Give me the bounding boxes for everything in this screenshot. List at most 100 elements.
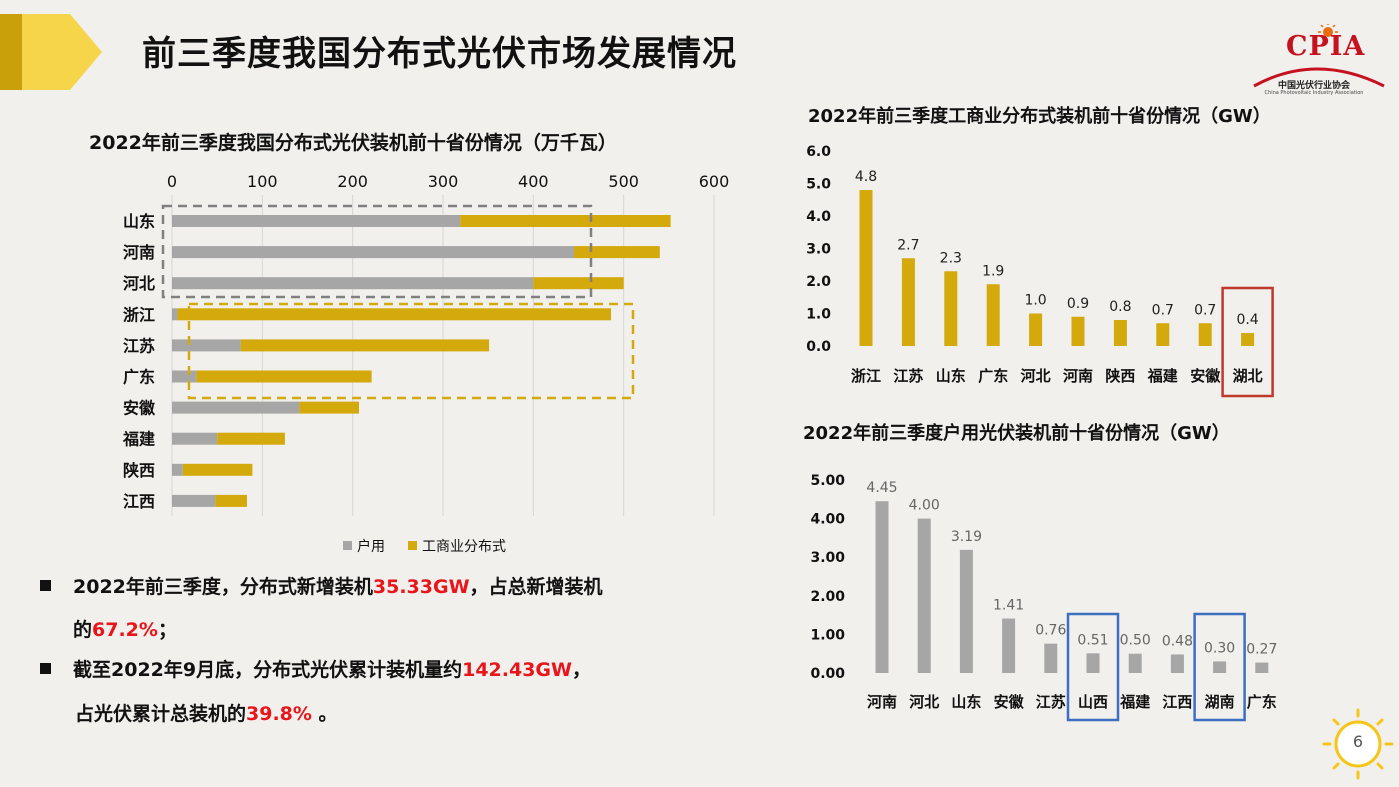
x-tick-label: 福建 [1119,693,1151,711]
x-tick-label: 500 [608,172,639,191]
bullet-segment: 2022年前三季度，分布式新增装机 [73,576,373,598]
bar-commercial [460,215,671,227]
y-tick-label: 5.00 [810,473,845,489]
bar [1170,654,1184,673]
bar-household [172,494,216,507]
highlight-number: 67.2% [92,619,158,641]
highlight-number: 35.33GW [372,576,470,598]
data-label: 0.4 [1236,312,1258,328]
x-tick-label: 200 [337,172,368,191]
y-tick-label: 江西 [123,492,155,511]
y-tick-label: 5.0 [806,177,831,193]
x-tick-label: 福建 [1147,367,1179,385]
title-accent-tab [0,14,102,90]
highlight-box [1066,612,1120,722]
y-tick-label: 3.0 [806,242,831,258]
data-label: 0.9 [1067,296,1089,312]
bar [986,284,1000,346]
bullet-segment: 截至2022年9月底，分布式光伏累计装机量约 [73,659,463,681]
y-tick-label: 陕西 [123,461,155,480]
bar [1086,653,1100,673]
bullet-2-cont-text: 占光伏累计总装机的39.8% 。 [75,703,338,725]
bullet-segment: 。 [311,703,338,725]
bar [1128,653,1142,673]
x-tick-label: 山东 [936,367,966,385]
page-title: 前三季度我国分布式光伏市场发展情况 [142,34,737,74]
bar [1213,661,1227,673]
bar-household [172,215,461,227]
x-tick-label: 江苏 [1036,693,1066,711]
highlight-box-gray [161,204,593,299]
data-label: 0.30 [1204,640,1235,656]
bullet-segment: ， [571,659,591,681]
data-label: 1.9 [982,263,1004,279]
y-tick-label: 1.00 [810,627,845,643]
bar-household [172,308,178,321]
y-tick-label: 2.0 [806,274,831,290]
y-tick-label: 4.00 [810,512,845,528]
bar-commercial [533,277,624,290]
bar [944,271,958,346]
bar-commercial [215,494,247,507]
bullet-2: 截至2022年9月底，分布式光伏累计装机量约142.43GW， [40,650,591,690]
legend-swatch [408,541,417,550]
highlight-box-gold [187,302,635,400]
highlight-box [1221,286,1274,398]
bar [1198,323,1212,346]
y-tick-label: 0.0 [806,339,831,355]
bar [1113,320,1127,346]
y-tick-label: 4.0 [806,209,831,225]
x-tick-label: 0 [167,172,177,191]
y-tick-label: 浙江 [123,305,155,324]
highlight-number: 142.43GW [462,659,572,681]
x-tick-label: 江西 [1162,693,1192,711]
data-label: 2.3 [940,250,962,266]
hh-chart-title: 2022年前三季度户用光伏装机前十省份情况（GW） [803,423,1230,444]
bar-household [172,432,218,445]
x-tick-label: 浙江 [851,367,881,385]
y-tick-label: 山东 [123,212,155,231]
data-label: 0.7 [1194,302,1216,318]
bullet-square-icon [40,663,51,674]
bullet-1: 2022年前三季度，分布式新增装机35.33GW，占总新增装机 [40,567,603,607]
x-tick-label: 安徽 [994,693,1025,711]
data-label: 1.0 [1024,293,1046,309]
data-label: 4.8 [855,169,877,185]
bar-commercial [177,308,612,321]
bar-commercial [217,432,285,445]
data-label: 3.19 [951,529,982,545]
x-tick-label: 安徽 [1190,367,1221,385]
bar [1002,618,1016,673]
highlight-box [1193,612,1246,722]
bar [1029,313,1043,346]
x-tick-label: 江苏 [893,367,923,385]
bar [917,518,931,673]
x-tick-label: 湖北 [1233,367,1263,385]
page-number: 6 [1352,732,1364,751]
bar-household [172,463,183,476]
bullet-1-text: 2022年前三季度，分布式新增装机35.33GW，占总新增装机 [73,576,603,598]
y-tick-label: 安徽 [123,399,156,418]
x-tick-label: 河南 [867,693,897,711]
bullet-segment: 的 [73,619,93,641]
data-label: 0.8 [1109,299,1131,315]
data-label: 0.7 [1152,302,1174,318]
data-label: 0.51 [1077,632,1108,648]
bar [1255,662,1269,673]
x-tick-label: 100 [247,172,278,191]
highlight-number: 39.8% [246,703,312,725]
y-tick-label: 福建 [122,430,155,449]
data-label: 4.45 [866,480,897,496]
x-tick-label: 河北 [909,693,939,711]
bar-household [172,277,534,290]
bar-household [172,370,197,383]
legend-label: 工商业分布式 [422,539,506,555]
sun-page-badge [1322,708,1394,780]
bar-household [172,246,574,259]
x-tick-label: 300 [428,172,459,191]
x-tick-label: 广东 [1247,693,1277,711]
data-label: 0.50 [1120,633,1151,649]
